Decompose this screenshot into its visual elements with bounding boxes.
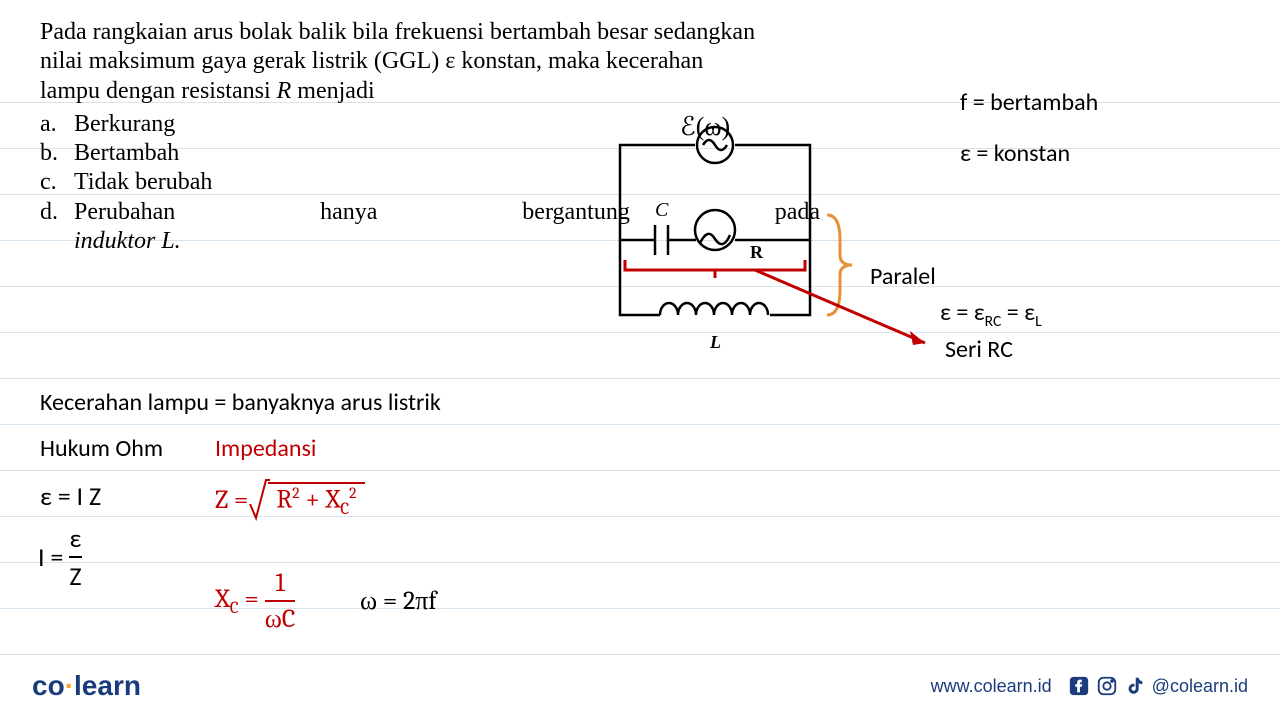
capacitor-label: C: [655, 199, 669, 221]
option-a-letter: a.: [40, 110, 74, 139]
q2c: konstan, maka kecerahan: [455, 48, 703, 74]
sqrt-icon: [248, 478, 270, 522]
logo-dot: ·: [65, 670, 74, 701]
seri-label: Seri RC: [945, 335, 1013, 364]
option-b-letter: b.: [40, 139, 74, 168]
impedansi-label: Impedansi: [215, 434, 316, 463]
tiktok-icon: [1124, 675, 1146, 697]
eq-i-den: Z: [69, 560, 81, 592]
brand-logo: co·learn: [32, 670, 141, 702]
hukum-ohm-label: Hukum Ohm: [40, 434, 163, 463]
footer: co·learn www.colearn.id @colearn.id: [32, 670, 1248, 702]
logo-learn: learn: [74, 670, 141, 701]
social-handle: @colearn.id: [1152, 676, 1248, 697]
eq-i-num: ε: [70, 522, 82, 554]
option-c-letter: c.: [40, 168, 74, 197]
q3a: lampu dengan resistansi: [40, 78, 277, 104]
eq-z: Z = R2 + XC2: [215, 478, 365, 522]
question-line-1: Pada rangkaian arus bolak balik bila fre…: [40, 18, 820, 47]
opt-d-2b: L.: [161, 228, 180, 254]
zbc: C: [340, 499, 349, 518]
sqrt-body: R2 + XC2: [268, 482, 364, 519]
xc-bar: [265, 600, 296, 602]
eq-z-left: Z =: [215, 485, 248, 515]
q3b: R: [277, 78, 292, 104]
question-line-2: nilai maksimum gaya gerak listrik (GGL) …: [40, 47, 820, 76]
question-line-3: lampu dengan resistansi R menjadi: [40, 77, 820, 106]
given-values: f = bertambah ε = konstan: [960, 88, 1098, 190]
q3c: menjadi: [291, 78, 374, 104]
xca: X: [215, 584, 230, 614]
eq-i-fraction: I = ε Z: [38, 522, 82, 592]
q2b: ε: [445, 48, 455, 74]
zbb: + X: [300, 484, 341, 514]
q2a: nilai maksimum gaya gerak listrik (GGL): [40, 48, 445, 74]
eq-xc: XC = 1 ωC: [215, 568, 301, 634]
resistor-label: R: [750, 242, 764, 262]
eq-i-left: I =: [38, 541, 63, 573]
social-icons: @colearn.id: [1068, 675, 1248, 697]
xcb: C: [230, 599, 239, 618]
zba: R: [276, 484, 292, 514]
seri-arrow: [750, 265, 940, 355]
option-d-letter: d.: [40, 198, 74, 227]
instagram-icon: [1096, 675, 1118, 697]
footer-right: www.colearn.id @colearn.id: [931, 675, 1248, 697]
facebook-icon: [1068, 675, 1090, 697]
inductor-label: L: [709, 332, 721, 352]
given-f: f = bertambah: [960, 88, 1098, 117]
eq-eps-iz: ε = I Z: [40, 480, 101, 512]
eps-equality: ε = εRC = εL: [940, 298, 1042, 331]
given-eps: ε = konstan: [960, 139, 1098, 168]
frac-bar: [69, 556, 81, 558]
xc-num: 1: [275, 568, 284, 598]
logo-co: co: [32, 670, 65, 701]
eq-omega: ω = 2πf: [360, 586, 437, 616]
kecerahan-text: Kecerahan lampu = banyaknya arus listrik: [40, 388, 441, 417]
footer-url: www.colearn.id: [931, 676, 1052, 697]
opt-d-2a: induktor: [74, 228, 161, 254]
xcc: =: [239, 584, 259, 614]
xc-den: ωC: [265, 604, 296, 634]
